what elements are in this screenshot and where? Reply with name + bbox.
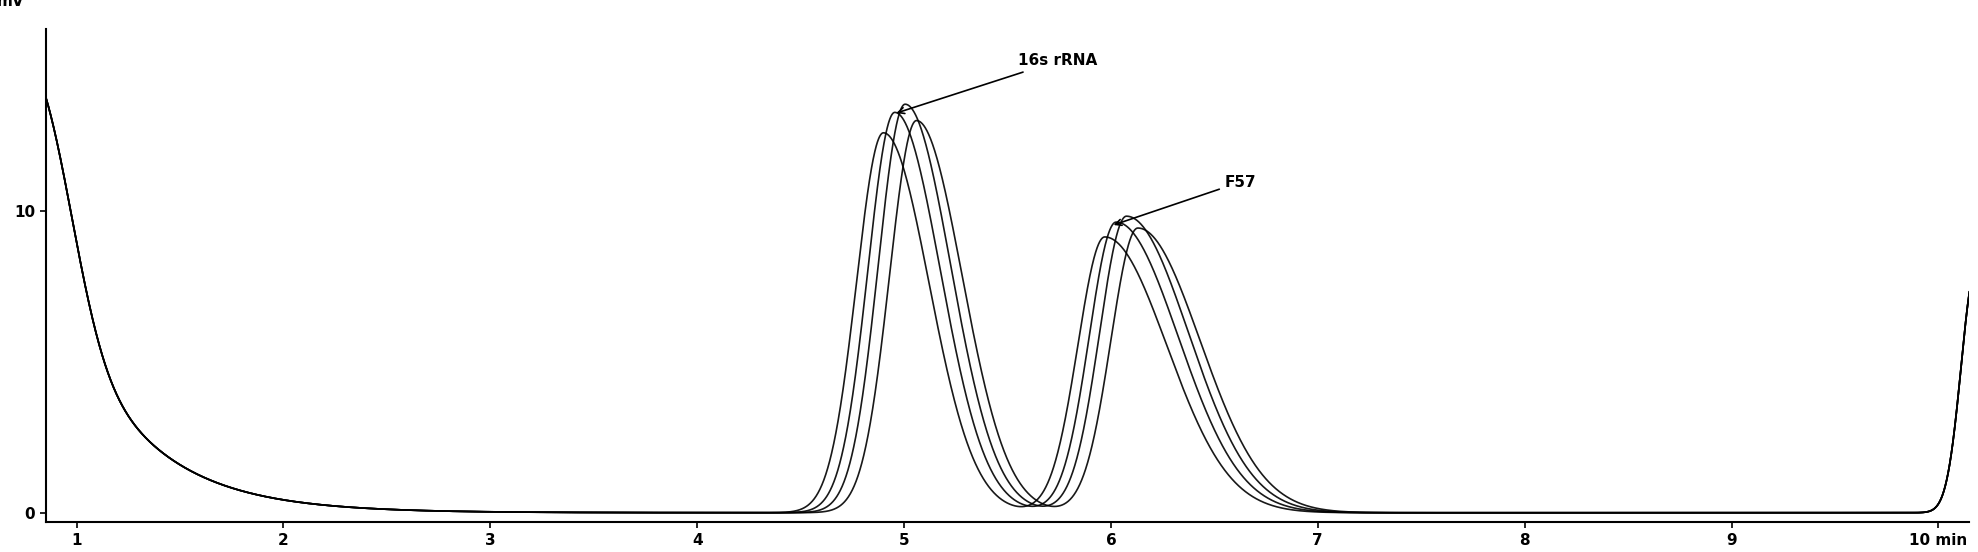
Text: 16s rRNA: 16s rRNA bbox=[898, 54, 1098, 114]
Y-axis label: mV: mV bbox=[0, 0, 26, 9]
Text: F57: F57 bbox=[1116, 174, 1256, 225]
